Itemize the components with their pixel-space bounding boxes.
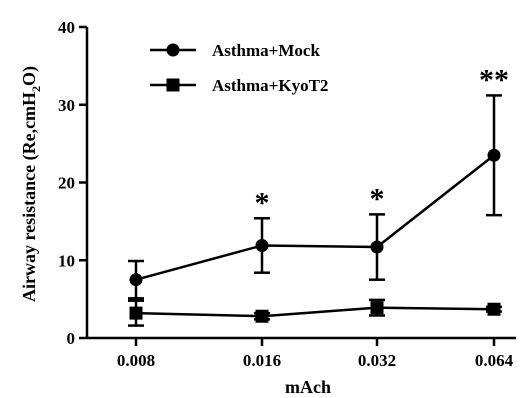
- legend: Asthma+Mock Asthma+KyoT2: [150, 41, 328, 95]
- y-tick-label: 30: [58, 96, 75, 115]
- significance-label: **: [479, 63, 509, 96]
- data-point: [487, 302, 501, 316]
- x-tick-label: 0.064: [475, 351, 514, 370]
- series-2: [128, 298, 502, 327]
- legend-item-1: Asthma+Mock: [150, 41, 320, 60]
- y-tick-label: 40: [58, 18, 75, 37]
- data-point: [255, 309, 269, 323]
- axes: 0 10 20 30 40 0.008 0.016 0.032 0.064: [58, 18, 516, 370]
- data-point: [370, 240, 384, 254]
- x-tick-label: 0.008: [117, 351, 155, 370]
- series-layer: * ***: [128, 63, 509, 327]
- legend-marker: [166, 78, 180, 92]
- y-axis-label: Airway resistance (Re,cmH2O): [19, 66, 43, 302]
- y-tick-label: 0: [67, 329, 76, 348]
- series-1: [128, 94, 502, 300]
- series-line: [135, 306, 495, 318]
- y-tick-label: 10: [58, 251, 75, 270]
- y-axis-label-main: Airway resistance (Re,cmH: [19, 92, 40, 302]
- legend-label: Asthma+Mock: [212, 41, 320, 60]
- significance-label: *: [370, 182, 385, 215]
- y-axis-label-subscript: 2: [29, 86, 43, 92]
- data-point: [255, 238, 269, 252]
- data-point: [129, 273, 143, 287]
- data-point: [129, 306, 143, 320]
- legend-item-2: Asthma+KyoT2: [150, 76, 328, 95]
- x-axis-label: mAch: [285, 377, 331, 397]
- series-line: [135, 154, 495, 281]
- significance-label: *: [255, 186, 270, 219]
- x-tick-label: 0.032: [358, 351, 396, 370]
- y-tick-label: 20: [58, 174, 75, 193]
- y-axis-label-end: O): [19, 66, 40, 86]
- data-point: [487, 148, 501, 162]
- data-point: [370, 301, 384, 315]
- x-tick-label: 0.016: [243, 351, 281, 370]
- legend-marker: [166, 43, 180, 57]
- legend-label: Asthma+KyoT2: [212, 76, 328, 95]
